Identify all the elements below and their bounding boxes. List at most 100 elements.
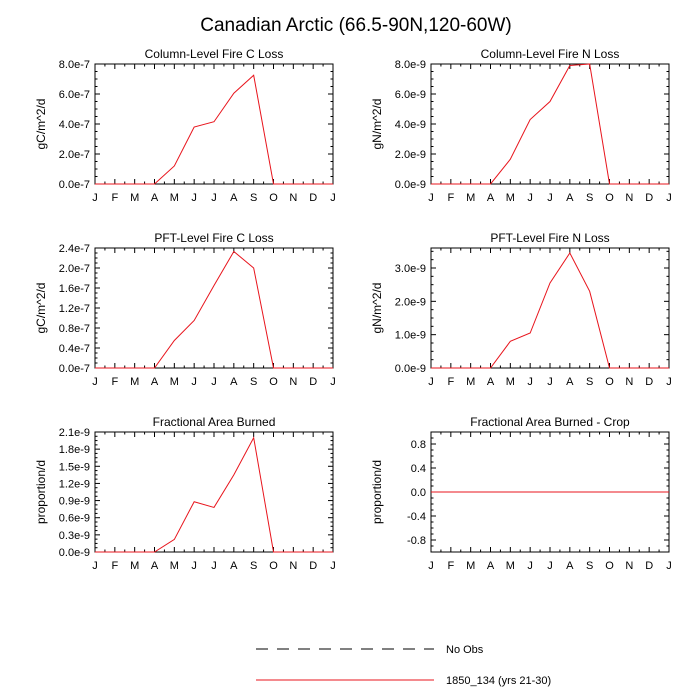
y-axis-label: gC/m^2/d	[34, 99, 48, 150]
y-tick-label: 0.8e-7	[59, 323, 90, 335]
x-tick-label: S	[586, 560, 593, 572]
x-tick-label: D	[645, 192, 653, 204]
x-tick-label: J	[527, 560, 533, 572]
y-axis-label: gN/m^2/d	[370, 99, 384, 150]
x-tick-label: J	[428, 560, 434, 572]
x-tick-label: J	[666, 192, 672, 204]
legend-no-obs-label: No Obs	[446, 644, 484, 656]
x-tick-label: O	[269, 560, 278, 572]
x-tick-label: A	[566, 560, 574, 572]
x-tick-label: J	[330, 192, 336, 204]
y-tick-label: 0.0e-9	[395, 363, 426, 375]
x-tick-label: J	[547, 560, 553, 572]
x-tick-label: A	[487, 560, 495, 572]
y-tick-label: 6.0e-7	[59, 89, 90, 101]
series-line	[95, 436, 333, 553]
x-tick-label: O	[269, 376, 278, 388]
x-tick-label: M	[130, 376, 139, 388]
y-tick-label: 0.0e-9	[395, 179, 426, 191]
y-axis-label: gC/m^2/d	[34, 283, 48, 334]
y-tick-label: 0.4	[411, 463, 426, 475]
x-tick-label: O	[269, 192, 278, 204]
x-tick-label: J	[547, 192, 553, 204]
x-tick-label: O	[605, 560, 614, 572]
panel-title: Column-Level Fire C Loss	[145, 47, 284, 61]
x-tick-label: D	[645, 376, 653, 388]
x-tick-label: A	[566, 376, 574, 388]
x-tick-label: F	[111, 192, 118, 204]
x-tick-label: J	[92, 560, 98, 572]
x-tick-label: J	[527, 376, 533, 388]
plot-frame	[94, 431, 334, 553]
x-tick-label: N	[625, 192, 633, 204]
x-tick-label: M	[506, 376, 515, 388]
x-tick-label: M	[170, 376, 179, 388]
y-tick-label: -0.8	[407, 535, 426, 547]
x-tick-label: J	[191, 560, 197, 572]
x-tick-label: D	[309, 376, 317, 388]
x-tick-label: F	[447, 376, 454, 388]
x-tick-label: O	[605, 192, 614, 204]
x-tick-label: F	[447, 192, 454, 204]
y-tick-label: 2.1e-9	[59, 427, 90, 439]
x-tick-label: S	[586, 376, 593, 388]
x-tick-label: J	[428, 376, 434, 388]
panel-title: Fractional Area Burned - Crop	[470, 415, 630, 429]
y-tick-label: 1.8e-9	[59, 444, 90, 456]
panel-title: PFT-Level Fire N Loss	[490, 231, 609, 245]
plot-frame	[430, 247, 670, 369]
y-tick-label: 2.0e-9	[395, 149, 426, 161]
y-tick-label: 0.6e-9	[59, 513, 90, 525]
x-tick-label: F	[447, 560, 454, 572]
x-tick-label: S	[250, 376, 257, 388]
x-tick-label: D	[645, 560, 653, 572]
y-tick-label: 0.8	[411, 439, 426, 451]
x-tick-label: A	[151, 192, 159, 204]
x-tick-label: M	[506, 560, 515, 572]
x-tick-label: N	[289, 192, 297, 204]
x-tick-label: J	[191, 192, 197, 204]
x-tick-label: A	[151, 560, 159, 572]
x-tick-label: M	[130, 192, 139, 204]
x-tick-label: S	[586, 192, 593, 204]
x-tick-label: M	[170, 192, 179, 204]
x-tick-label: J	[330, 376, 336, 388]
series-line	[95, 74, 333, 185]
x-tick-label: J	[211, 376, 217, 388]
panel-title: Column-Level Fire N Loss	[481, 47, 620, 61]
x-tick-label: A	[230, 376, 238, 388]
series-line	[431, 252, 669, 369]
x-tick-label: J	[330, 560, 336, 572]
x-tick-label: F	[111, 376, 118, 388]
plot-frame	[94, 247, 334, 369]
x-tick-label: M	[466, 560, 475, 572]
x-tick-label: J	[666, 376, 672, 388]
x-tick-label: J	[191, 376, 197, 388]
plot-frame	[94, 63, 334, 185]
x-tick-label: J	[211, 192, 217, 204]
x-tick-label: J	[666, 560, 672, 572]
series-line	[431, 63, 669, 185]
y-tick-label: 8.0e-7	[59, 59, 90, 71]
y-axis-label: proportion/d	[34, 460, 48, 524]
x-tick-label: J	[92, 192, 98, 204]
y-tick-label: 2.4e-7	[59, 243, 90, 255]
x-tick-label: A	[230, 560, 238, 572]
x-tick-label: J	[211, 560, 217, 572]
y-tick-label: -0.4	[407, 511, 426, 523]
series-line	[95, 250, 333, 369]
x-tick-label: D	[309, 560, 317, 572]
legend-series-label: 1850_134 (yrs 21-30)	[446, 675, 551, 687]
y-tick-label: 0.4e-7	[59, 343, 90, 355]
y-tick-label: 1.2e-9	[59, 478, 90, 490]
y-tick-label: 0.9e-9	[59, 496, 90, 508]
y-tick-label: 0.3e-9	[59, 530, 90, 542]
y-tick-label: 4.0e-7	[59, 119, 90, 131]
